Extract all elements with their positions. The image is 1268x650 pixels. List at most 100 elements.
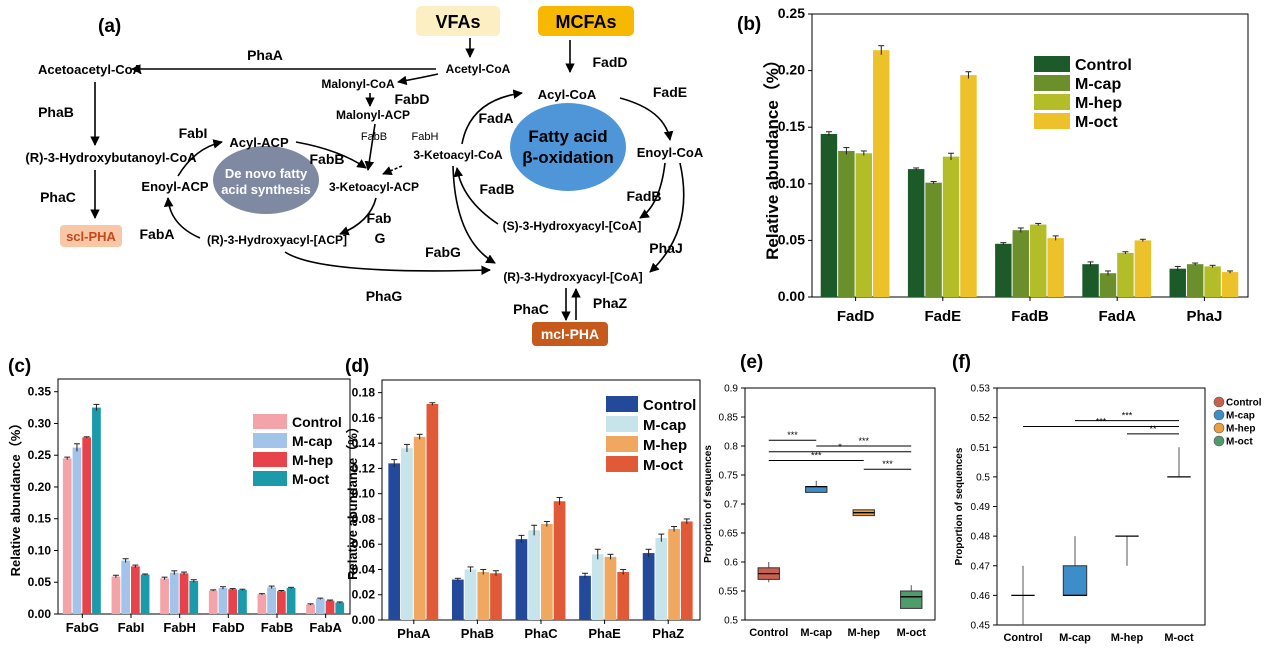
significance-label: ***: [787, 430, 798, 440]
scl-pha-box: [60, 225, 122, 247]
bar-M-hep-PhaE: [604, 556, 617, 620]
bar-M-oct-FadB: [1047, 238, 1064, 297]
3-ketoacyl-acp: 3-Ketoacyl-ACP: [329, 180, 419, 194]
y-tick-label: 0.10: [778, 175, 805, 191]
bar-M-hep-PhaJ: [1204, 266, 1221, 297]
y-tick-label: 0.15: [28, 512, 52, 526]
bar-Control-FadD: [820, 133, 838, 297]
bar-M-cap-FabD: [218, 587, 228, 614]
vfas-box: [416, 6, 500, 36]
y-tick-label: 0.16: [352, 411, 376, 425]
bar-M-cap-PhaA: [401, 448, 413, 620]
legend-swatch: [253, 452, 287, 467]
x-category-label: PhaA: [397, 626, 431, 641]
legend-swatch: [1034, 113, 1070, 129]
y-tick-label: 0.35: [28, 385, 52, 399]
bar-Control-FabA: [306, 604, 315, 614]
y-tick-label: 0.00: [28, 607, 52, 621]
legend-label: M-cap: [1075, 76, 1121, 93]
legend-dot: [1213, 409, 1225, 421]
arrow-ketoacp-hydroxyacp: [339, 197, 377, 236]
bar-Control-FabI: [111, 576, 121, 614]
bar-M-cap-PhaC: [528, 530, 540, 620]
legend-dot: [1213, 435, 1225, 447]
significance-label: ***: [811, 451, 822, 461]
x-category-label: PhaZ: [652, 626, 684, 641]
bar-M-hep-FabI: [131, 566, 140, 614]
arrow-ketocoa-rhydroxy: [452, 165, 496, 264]
box-M-oct: [900, 590, 923, 609]
bar-M-oct-FabI: [140, 574, 150, 614]
bar-M-oct-FadE: [960, 75, 977, 298]
y-tick-label: 0.51: [971, 443, 991, 454]
legend-swatch: [1034, 75, 1070, 91]
x-category-label: FadA: [1098, 308, 1136, 325]
y-tick-label: 0.12: [352, 461, 376, 475]
legend-label: M-hep: [292, 452, 333, 468]
plot-frame: [744, 387, 936, 621]
bar-M-hep-FadA: [1117, 252, 1134, 297]
x-category-label: Control: [1003, 632, 1042, 644]
panel-label-b: (b): [737, 14, 761, 35]
bar-M-hep-FadD: [855, 153, 873, 297]
bar-Control-FabB: [257, 594, 267, 614]
y-tick-label: 0.46: [971, 591, 991, 602]
bar-Control-FadE: [907, 169, 925, 297]
y-tick-label: 0.53: [971, 384, 991, 395]
enzyme-fabD: FabD: [395, 91, 430, 107]
chart-b: (b) 0.00 0.05 0.10 0.15 0.20 0.25 Relative abun…: [737, 5, 1249, 325]
legend-label: Control: [292, 414, 342, 430]
bar-M-cap-FabG: [72, 447, 82, 614]
enzyme-phaA: PhaA: [247, 47, 283, 63]
legend-dot: [1213, 396, 1225, 408]
legend-swatch: [253, 471, 287, 486]
y-tick-label: 0.04: [352, 562, 376, 576]
legend-swatch: [606, 396, 638, 412]
bar-M-cap-FabB: [267, 587, 276, 614]
arrow-acylcoa-enoylcoa: [619, 97, 674, 141]
enzyme-fabH-small: FabH: [412, 131, 439, 143]
significance-label: ***: [1122, 411, 1133, 421]
significance-label: ***: [1096, 417, 1107, 427]
y-tick-label: 0.25: [778, 5, 805, 21]
acyl-acp: Acyl-ACP: [229, 135, 289, 150]
legend-label: M-oct: [1075, 114, 1118, 131]
y-axis-label: Proportion of sequences: [703, 445, 714, 563]
bar-M-cap-FadD: [838, 150, 855, 297]
bar-M-oct-FabB: [286, 587, 296, 614]
y-tick-label: 0.25: [28, 448, 52, 462]
y-axis-label: Proportion of sequences: [954, 447, 965, 565]
y-tick-label: 0.55: [719, 587, 739, 598]
bar-M-hep-PhaZ: [668, 529, 680, 620]
legend-label: M-cap: [292, 433, 332, 449]
legend-dot: [1213, 422, 1225, 434]
bar-M-hep-FadE: [942, 156, 960, 297]
bar-M-oct-FabG: [92, 407, 101, 614]
y-tick-label: 0.06: [352, 537, 376, 551]
arrow-ketocoa-acylcoa: [461, 89, 523, 145]
x-category-label: FabB: [261, 620, 294, 635]
y-tick-label: 0.08: [352, 512, 376, 526]
y-tick-label: 0.49: [971, 502, 991, 513]
x-category-label: FadB: [1011, 308, 1049, 325]
y-tick-label: 0.9: [724, 384, 738, 395]
acetyl-coa: Acetyl-CoA: [446, 62, 511, 76]
denovo-label-1: De novo fatty: [225, 166, 308, 181]
panel-label-c: (c): [8, 356, 31, 377]
mcl-pha-box: [532, 322, 608, 346]
malonyl-coa: Malonyl-CoA: [321, 77, 395, 91]
legend-label: M-cap: [643, 417, 686, 434]
legend-swatch: [606, 456, 638, 472]
arrow-ketocoa-ketoacp: [382, 165, 403, 176]
bar-M-oct-FadD: [873, 50, 890, 297]
bar-M-oct-PhaB: [490, 573, 502, 620]
y-tick-label: 0.18: [352, 386, 376, 400]
arrow-malonylacp-ketoacp: [364, 123, 376, 171]
enoyl-coa: Enoyl-CoA: [637, 145, 704, 160]
enzyme-phaG: PhaG: [366, 288, 403, 304]
bar-M-oct-PhaE: [617, 572, 630, 620]
enzyme-fabG-line2: G: [375, 230, 386, 246]
bar-M-hep-FabA: [325, 600, 335, 614]
y-tick-label: 0.75: [719, 471, 739, 482]
